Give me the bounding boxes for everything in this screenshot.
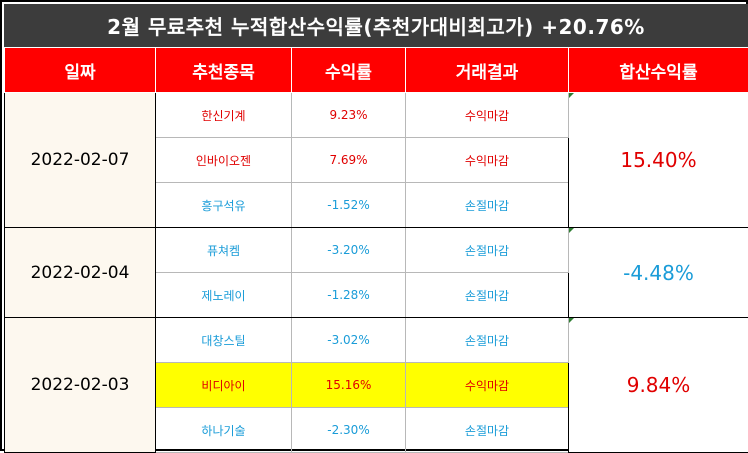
stock-name: 인바이오젠	[156, 138, 292, 183]
return-value: 7.69%	[292, 138, 406, 183]
group-date: 2022-02-04	[5, 228, 156, 318]
group-total-return: -4.48%	[569, 228, 748, 318]
return-value: 15.16%	[292, 363, 406, 408]
trade-result: 손절마감	[406, 228, 569, 273]
stock-name: 비디아이	[156, 363, 292, 408]
return-value: -1.52%	[292, 183, 406, 228]
table-row: 2022-02-03 대창스틸 -3.02% 손절마감 9.84%	[5, 318, 748, 363]
stock-name: 한신기계	[156, 93, 292, 138]
header-total: 합산수익률	[569, 48, 748, 93]
header-stock: 추천종목	[156, 48, 292, 93]
trade-result: 수익마감	[406, 93, 569, 138]
group-total-return: 15.40%	[569, 93, 748, 228]
stock-name: 퓨쳐켐	[156, 228, 292, 273]
return-value: -3.02%	[292, 318, 406, 363]
header-row: 일짜 추천종목 수익률 거래결과 합산수익률	[5, 48, 748, 93]
table-row: 2022-02-07 한신기계 9.23% 수익마감 15.40%	[5, 93, 748, 138]
returns-table: 일짜 추천종목 수익률 거래결과 합산수익률 2022-02-07 한신기계 9…	[4, 47, 748, 453]
return-value: -3.20%	[292, 228, 406, 273]
header-date: 일짜	[5, 48, 156, 93]
trade-result: 손절마감	[406, 318, 569, 363]
stock-name: 하나기술	[156, 408, 292, 453]
group-date: 2022-02-07	[5, 93, 156, 228]
header-return: 수익률	[292, 48, 406, 93]
table-title: 2월 무료추천 누적합산수익률(추천가대비최고가) +20.76%	[4, 4, 748, 47]
trade-result: 손절마감	[406, 183, 569, 228]
group-total-return: 9.84%	[569, 318, 748, 453]
group-date: 2022-02-03	[5, 318, 156, 453]
return-value: 9.23%	[292, 93, 406, 138]
stock-name: 대창스틸	[156, 318, 292, 363]
trade-result: 손절마감	[406, 273, 569, 318]
table-row: 2022-02-04 퓨쳐켐 -3.20% 손절마감 -4.48%	[5, 228, 748, 273]
return-value: -1.28%	[292, 273, 406, 318]
header-result: 거래결과	[406, 48, 569, 93]
return-value: -2.30%	[292, 408, 406, 453]
stock-name: 흥구석유	[156, 183, 292, 228]
trade-result: 손절마감	[406, 408, 569, 453]
trade-result: 수익마감	[406, 138, 569, 183]
trade-result: 수익마감	[406, 363, 569, 408]
stock-name: 제노레이	[156, 273, 292, 318]
